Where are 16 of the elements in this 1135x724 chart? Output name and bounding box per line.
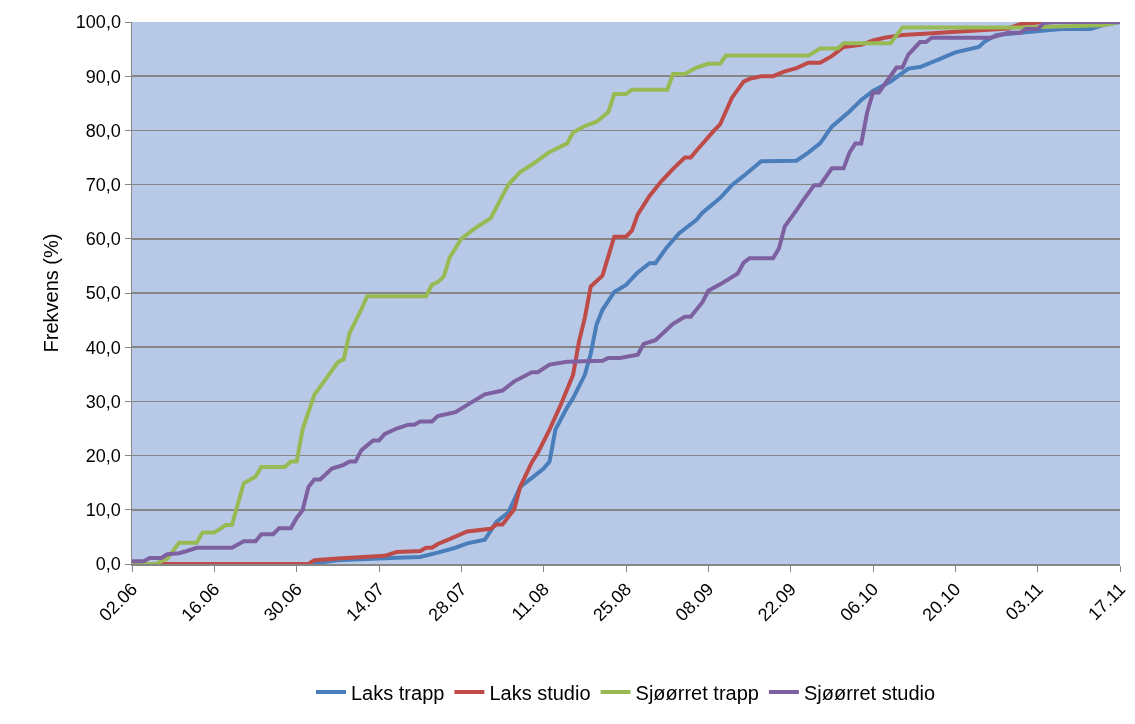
y-tick-label: 40,0 <box>85 337 121 358</box>
y-tick-label: 0,0 <box>95 554 121 575</box>
y-tick-label: 50,0 <box>85 283 121 304</box>
y-axis-title: Frekvens (%) <box>39 233 62 353</box>
y-tick-label: 100,0 <box>75 12 121 33</box>
legend-label: Sjøørret trapp <box>635 681 759 704</box>
y-tick-label: 90,0 <box>85 66 121 87</box>
legend-label: Sjøørret studio <box>803 681 936 704</box>
y-tick-label: 80,0 <box>85 120 121 141</box>
y-tick-label: 70,0 <box>85 174 121 195</box>
legend-label: Laks trapp <box>351 681 445 704</box>
y-tick-label: 30,0 <box>85 391 121 412</box>
y-tick-label: 20,0 <box>85 445 121 466</box>
legend-label: Laks studio <box>489 681 591 704</box>
y-tick-label: 60,0 <box>85 229 121 250</box>
y-tick-label: 10,0 <box>85 500 121 521</box>
